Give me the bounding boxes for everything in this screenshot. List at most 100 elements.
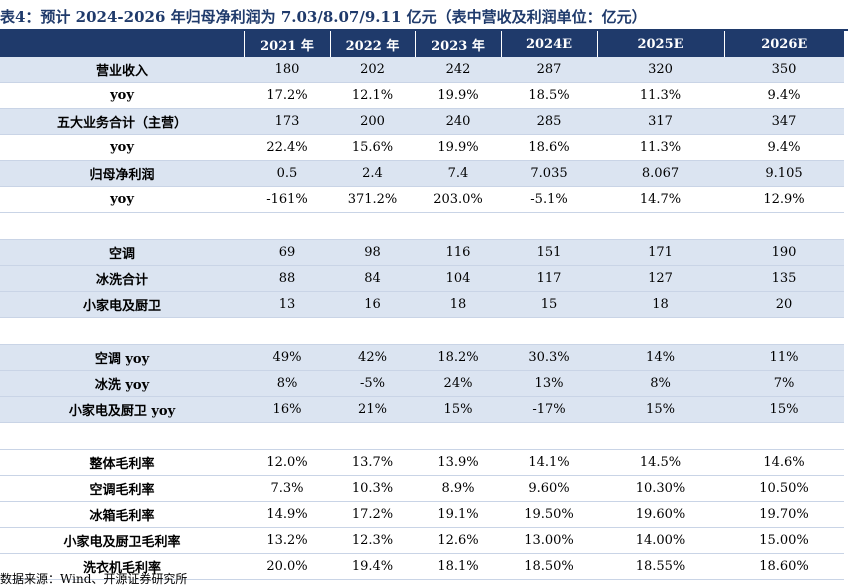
table-cell: 173: [244, 108, 330, 135]
header-cell: 2023 年: [414, 31, 501, 57]
table-cell: 14%: [597, 344, 724, 371]
table-cell: 7.3%: [244, 475, 330, 502]
row-label: 空调毛利率: [0, 475, 244, 502]
table-row: 整体毛利率 12.0% 13.7% 13.9% 14.1% 14.5% 14.6%: [0, 449, 844, 476]
table-cell: 9.105: [724, 160, 844, 187]
table-row: 小家电及厨卫 13 16 18 15 18 20: [0, 291, 844, 318]
table-cell: 9.60%: [501, 475, 597, 502]
table-cell: 9.4%: [724, 134, 844, 161]
table-cell: 11%: [724, 344, 844, 371]
table-cell: 98: [330, 239, 415, 266]
table-cell: -17%: [501, 396, 597, 423]
table-cell: -161%: [244, 186, 330, 213]
table-cell: 20.0%: [244, 553, 330, 580]
table-cell: 13%: [501, 370, 597, 397]
table-cell: 22.4%: [244, 134, 330, 161]
row-label: yoy: [0, 134, 244, 161]
table-cell: 13.2%: [244, 527, 330, 554]
table-cell: 17.2%: [244, 82, 330, 109]
header-cell: 2024E: [500, 31, 597, 57]
table-cell: -5.1%: [501, 186, 597, 213]
table-cell: 19.1%: [415, 501, 501, 528]
table-cell: 11.3%: [597, 134, 724, 161]
table-cell: 135: [724, 265, 844, 292]
table-row: 冰箱毛利率 14.9% 17.2% 19.1% 19.50% 19.60% 19.70%: [0, 501, 844, 528]
table-cell: 203.0%: [415, 186, 501, 213]
table-cell: 42%: [330, 344, 415, 371]
table-cell: 15%: [724, 396, 844, 423]
table-cell: 12.3%: [330, 527, 415, 554]
table-cell: 240: [415, 108, 501, 135]
table-cell: 10.50%: [724, 475, 844, 502]
table-cell: 14.00%: [597, 527, 724, 554]
table-cell: 11.3%: [597, 82, 724, 109]
table-cell: 49%: [244, 344, 330, 371]
row-label: 冰洗 yoy: [0, 370, 244, 397]
table-row: 五大业务合计（主营） 173 200 240 285 317 347: [0, 108, 844, 135]
row-label: 五大业务合计（主营）: [0, 108, 244, 135]
table-cell: 15%: [415, 396, 501, 423]
table-row: yoy -161% 371.2% 203.0% -5.1% 14.7% 12.9%: [0, 186, 844, 213]
table-row: 空调 yoy 49% 42% 18.2% 30.3% 14% 11%: [0, 344, 844, 371]
table-cell: -5%: [330, 370, 415, 397]
row-label: yoy: [0, 82, 244, 109]
table-cell: 15%: [597, 396, 724, 423]
table-cell: 88: [244, 265, 330, 292]
header-cell: 2025E: [596, 31, 724, 57]
financial-forecast-table: 2021 年 2022 年 2023 年 2024E 2025E 2026E 营…: [0, 31, 844, 580]
table-cell: 7%: [724, 370, 844, 397]
table-row: 归母净利润 0.5 2.4 7.4 7.035 8.067 9.105: [0, 160, 844, 187]
table-cell: 19.4%: [330, 553, 415, 580]
table-cell: 14.9%: [244, 501, 330, 528]
table-cell: 0.5: [244, 160, 330, 187]
row-label: 归母净利润: [0, 160, 244, 187]
row-label: 冰箱毛利率: [0, 501, 244, 528]
table-cell: 21%: [330, 396, 415, 423]
table-cell: 14.1%: [501, 449, 597, 476]
row-label: 小家电及厨卫: [0, 291, 244, 318]
spacer-cell: [0, 422, 844, 450]
table-cell: 18: [597, 291, 724, 318]
table-cell: 12.0%: [244, 449, 330, 476]
table-cell: 13.00%: [501, 527, 597, 554]
table-cell: 7.4: [415, 160, 501, 187]
table-row: 营业收入 180 202 242 287 320 350: [0, 57, 844, 83]
header-cell: 2021 年: [243, 31, 330, 57]
table-cell: 127: [597, 265, 724, 292]
row-label: 空调 yoy: [0, 344, 244, 371]
table-cell: 320: [597, 57, 724, 83]
table-cell: 317: [597, 108, 724, 135]
table-cell: 30.3%: [501, 344, 597, 371]
table-cell: 15: [501, 291, 597, 318]
spacer-cell: [0, 212, 844, 240]
table-row: 洗衣机毛利率 20.0% 19.4% 18.1% 18.50% 18.55% 18.60%: [0, 553, 844, 580]
table-cell: 19.60%: [597, 501, 724, 528]
table-body: 营业收入 180 202 242 287 320 350 yoy 17.2% 12.1% 19.9%…: [0, 57, 844, 580]
table-cell: 242: [415, 57, 501, 83]
table-cell: 190: [724, 239, 844, 266]
table-cell: 13: [244, 291, 330, 318]
table-cell: 19.9%: [415, 82, 501, 109]
table-cell: 10.3%: [330, 475, 415, 502]
table-row: 空调 69 98 116 151 171 190: [0, 239, 844, 266]
row-label: yoy: [0, 186, 244, 213]
row-label: 洗衣机毛利率: [0, 553, 244, 580]
table-cell: 8%: [597, 370, 724, 397]
table-cell: 12.9%: [724, 186, 844, 213]
table-cell: 287: [501, 57, 597, 83]
table-cell: 347: [724, 108, 844, 135]
spacer-row: [0, 212, 844, 240]
table-cell: 17.2%: [330, 501, 415, 528]
header-row: 2021 年 2022 年 2023 年 2024E 2025E 2026E: [0, 31, 844, 57]
table-cell: 9.4%: [724, 82, 844, 109]
table-cell: 84: [330, 265, 415, 292]
table-cell: 14.6%: [724, 449, 844, 476]
header-cell: 2022 年: [329, 31, 415, 57]
table-cell: 14.7%: [597, 186, 724, 213]
table-row: 小家电及厨卫 yoy 16% 21% 15% -17% 15% 15%: [0, 396, 844, 423]
table-cell: 15.6%: [330, 134, 415, 161]
spacer-row: [0, 317, 844, 345]
spacer-cell: [0, 317, 844, 345]
table-cell: 202: [330, 57, 415, 83]
table-cell: 15.00%: [724, 527, 844, 554]
